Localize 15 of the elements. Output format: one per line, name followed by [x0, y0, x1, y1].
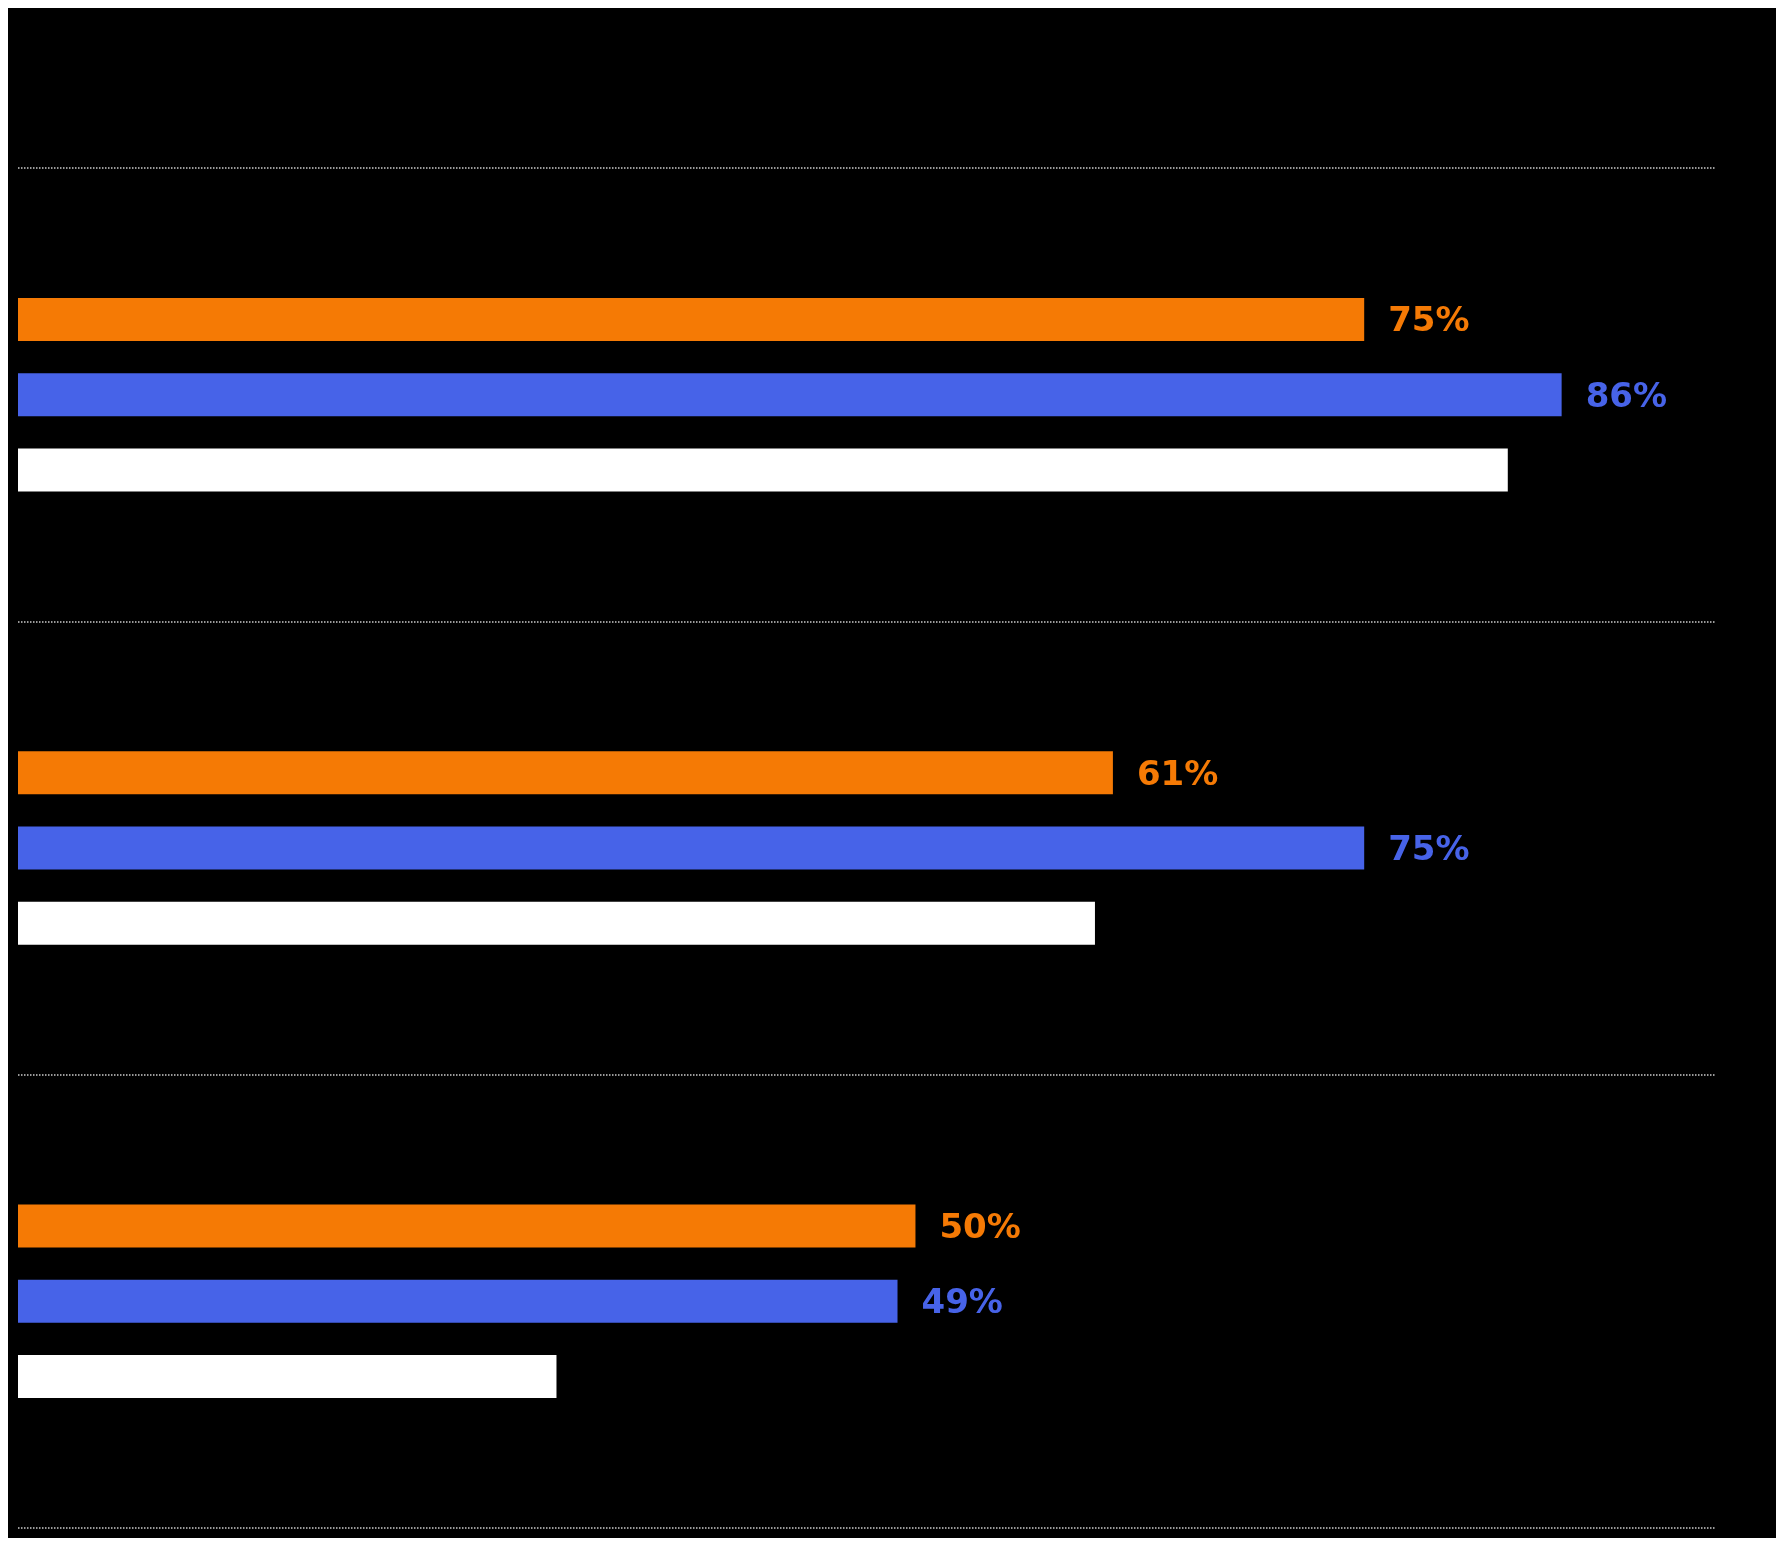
- bar: [18, 1355, 557, 1399]
- data-label: 50%: [939, 1206, 1021, 1247]
- bar: [18, 448, 1508, 492]
- bar: [18, 1204, 916, 1248]
- data-label: 75%: [1388, 299, 1470, 340]
- bar: [18, 1279, 898, 1323]
- bar: [18, 751, 1113, 795]
- bar: [18, 373, 1562, 417]
- bar: [18, 297, 1365, 341]
- bar: [18, 901, 1095, 945]
- data-label: 86%: [1585, 374, 1668, 415]
- data-label: 49%: [921, 1281, 1003, 1322]
- data-label: 75%: [1388, 828, 1470, 868]
- bar: [18, 826, 1365, 870]
- data-label: 61%: [1136, 752, 1219, 793]
